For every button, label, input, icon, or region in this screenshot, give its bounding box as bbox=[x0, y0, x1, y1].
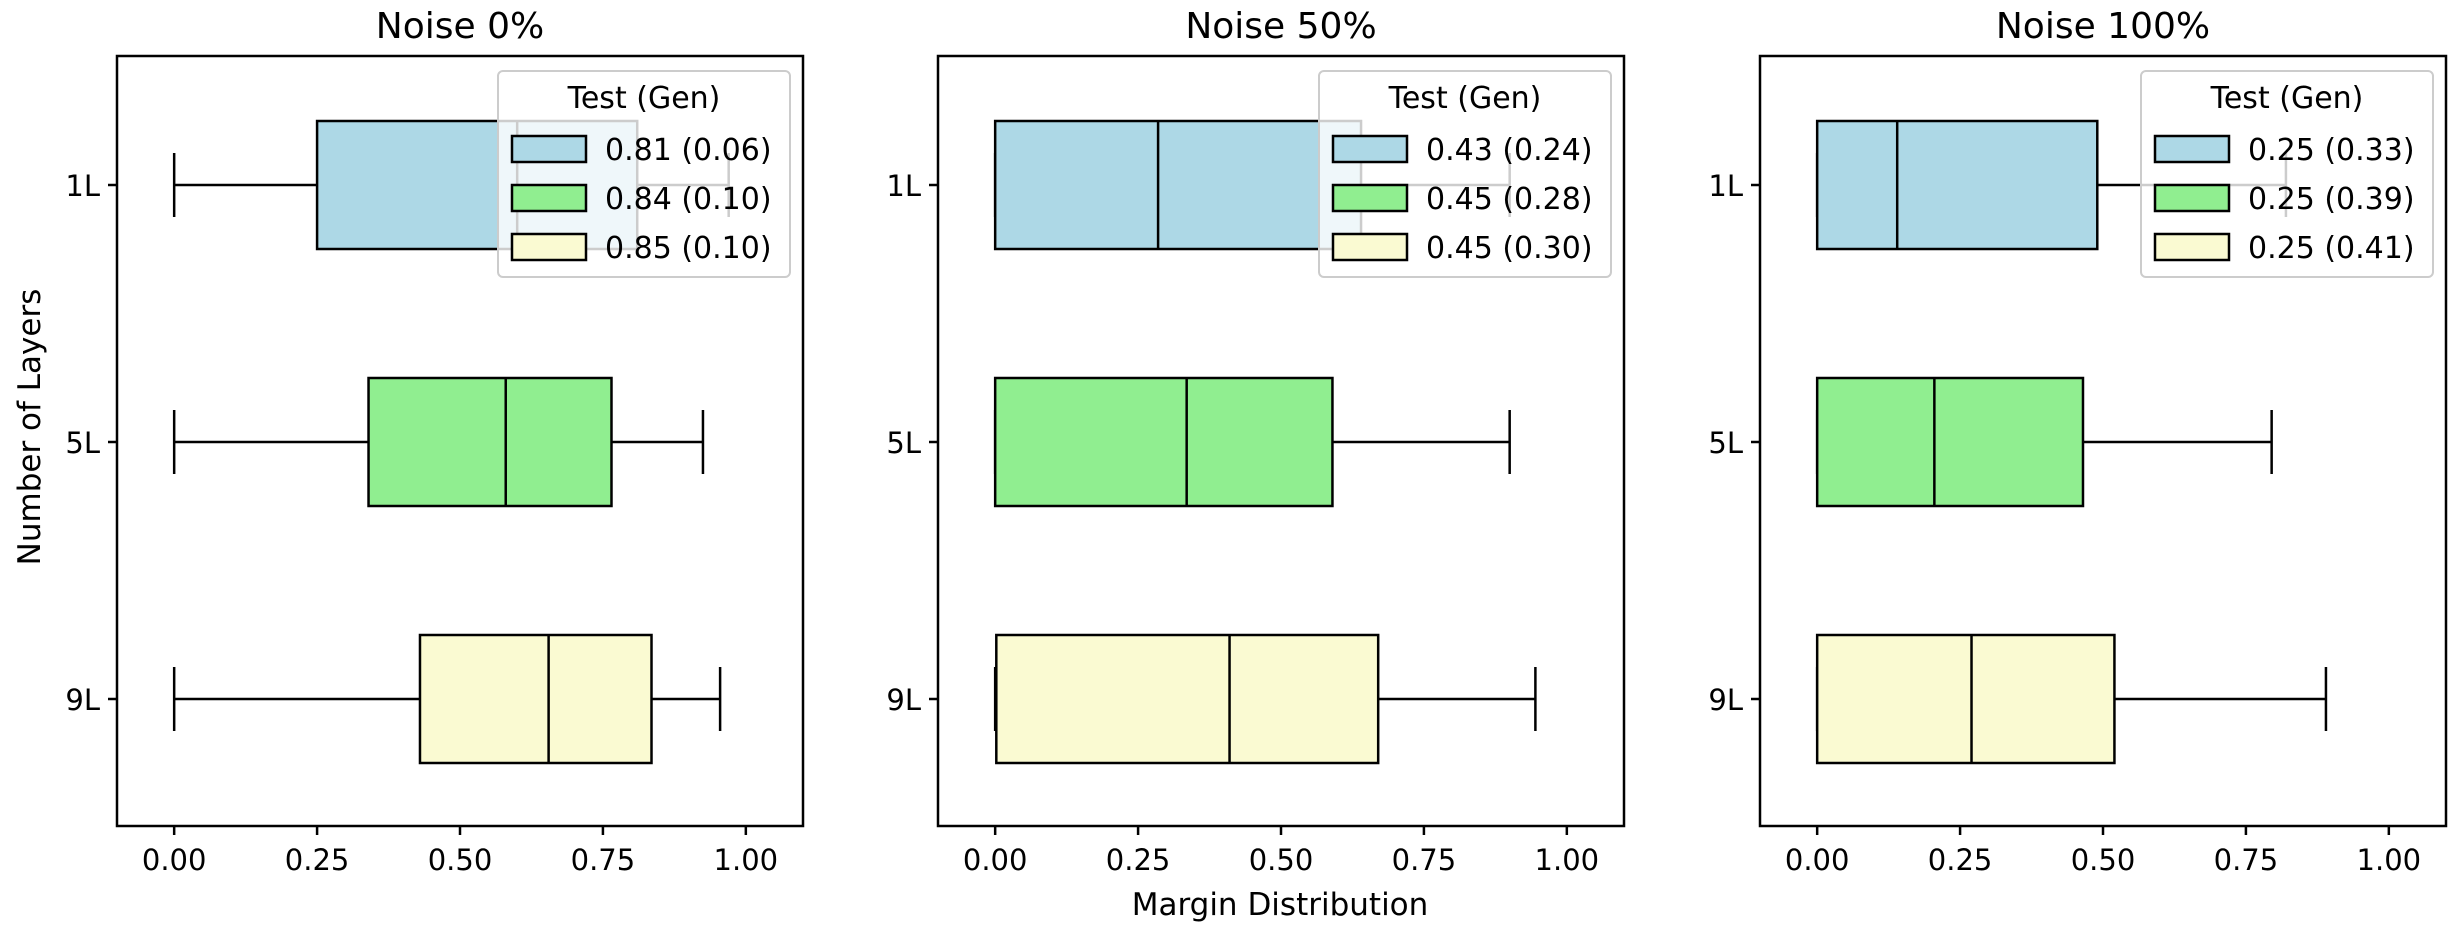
y-tick-label: 1L bbox=[886, 169, 921, 203]
y-tick-label: 5L bbox=[886, 426, 921, 460]
y-axis-label: Number of Layers bbox=[12, 289, 48, 566]
legend-swatch bbox=[2153, 183, 2231, 213]
legend-entry: 0.25 (0.41) bbox=[2248, 231, 2415, 266]
legend-entry: 0.81 (0.06) bbox=[605, 133, 772, 168]
y-tick-label: 5L bbox=[65, 426, 100, 460]
legend-swatch bbox=[1331, 134, 1409, 164]
chart-panel-2: Noise 50% 0.00 0.25 0.50 0.75 1.00 1L 5L 9L Test … bbox=[886, 6, 1626, 877]
y-tick-label: 9L bbox=[1708, 683, 1743, 717]
legend-entry: 0.45 (0.30) bbox=[1426, 231, 1593, 266]
legend: Test (Gen) 0.43 (0.24) 0.45 (0.28) 0.45 (0.… bbox=[1318, 70, 1612, 278]
legend-title: Test (Gen) bbox=[2210, 81, 2364, 116]
legend: Test (Gen) 0.81 (0.06) 0.84 (0.10) 0.85 (0.… bbox=[497, 70, 791, 278]
box-body bbox=[1815, 119, 2099, 251]
box-body bbox=[1815, 633, 2116, 765]
legend: Test (Gen) 0.25 (0.33) 0.25 (0.39) 0.25 (0.… bbox=[2140, 70, 2434, 278]
legend-swatch bbox=[510, 183, 588, 213]
chart-panel-3: Noise 100% 0.00 0.25 0.50 0.75 1.00 1L 5L 9L Test… bbox=[1708, 6, 2448, 877]
legend-entry: 0.25 (0.33) bbox=[2248, 133, 2415, 168]
x-tick-label: 0.50 bbox=[2071, 843, 2136, 877]
legend-entry: 0.45 (0.28) bbox=[1426, 182, 1593, 217]
legend-swatch bbox=[1331, 232, 1409, 262]
y-tick-label: 1L bbox=[1708, 169, 1743, 203]
x-axis-label: Margin Distribution bbox=[1132, 887, 1429, 923]
box-9L bbox=[993, 633, 1537, 765]
box-body bbox=[995, 633, 1380, 765]
box-body bbox=[367, 376, 613, 508]
legend-entry: 0.25 (0.39) bbox=[2248, 182, 2415, 217]
box-5L bbox=[1815, 376, 2273, 508]
box-body bbox=[993, 119, 1363, 251]
legend-swatch bbox=[1331, 183, 1409, 213]
y-tick-label: 5L bbox=[1708, 426, 1743, 460]
y-tick-label: 9L bbox=[886, 683, 921, 717]
x-tick-label: 0.25 bbox=[285, 843, 350, 877]
legend-title: Test (Gen) bbox=[567, 81, 721, 116]
x-tick-label: 0.75 bbox=[571, 843, 636, 877]
chart-panel-1: Noise 0% 0.00 0.25 0.50 0.75 1.00 1L 5L 9L Test (… bbox=[65, 6, 805, 877]
chart-title: Noise 0% bbox=[376, 6, 544, 47]
panels: Noise 0% 0.00 0.25 0.50 0.75 1.00 1L 5L 9L Test (… bbox=[65, 6, 2448, 877]
x-tick-label: 0.75 bbox=[2214, 843, 2279, 877]
x-tick-label: 0.50 bbox=[428, 843, 493, 877]
chart-title: Noise 100% bbox=[1996, 6, 2210, 47]
box-1L bbox=[993, 119, 1511, 251]
box-body bbox=[418, 633, 653, 765]
legend-swatch bbox=[2153, 134, 2231, 164]
x-tick-label: 0.75 bbox=[1392, 843, 1457, 877]
x-tick-label: 1.00 bbox=[714, 843, 779, 877]
legend-swatch bbox=[2153, 232, 2231, 262]
x-tick-label: 0.00 bbox=[963, 843, 1028, 877]
x-tick-label: 0.25 bbox=[1106, 843, 1171, 877]
legend-entry: 0.85 (0.10) bbox=[605, 231, 772, 266]
legend-swatch bbox=[510, 134, 588, 164]
x-tick-label: 0.50 bbox=[1249, 843, 1314, 877]
legend-entry: 0.84 (0.10) bbox=[605, 182, 772, 217]
legend-frame bbox=[1318, 70, 1612, 278]
box-5L bbox=[993, 376, 1511, 508]
box-9L bbox=[172, 633, 722, 765]
legend-title: Test (Gen) bbox=[1388, 81, 1542, 116]
legend-swatch bbox=[510, 232, 588, 262]
x-tick-label: 0.00 bbox=[142, 843, 207, 877]
box-9L bbox=[1815, 633, 2328, 765]
x-tick-label: 1.00 bbox=[2357, 843, 2422, 877]
y-tick-label: 1L bbox=[65, 169, 100, 203]
x-tick-label: 0.25 bbox=[1928, 843, 1993, 877]
box-5L bbox=[172, 376, 705, 508]
x-tick-label: 0.00 bbox=[1785, 843, 1850, 877]
legend-frame bbox=[2140, 70, 2434, 278]
legend-entry: 0.43 (0.24) bbox=[1426, 133, 1593, 168]
y-tick-label: 9L bbox=[65, 683, 100, 717]
x-tick-label: 1.00 bbox=[1535, 843, 1600, 877]
box-1L bbox=[1815, 119, 2288, 251]
box-body bbox=[993, 376, 1334, 508]
box-body bbox=[1815, 376, 2085, 508]
chart-title: Noise 50% bbox=[1185, 6, 1376, 47]
legend-frame bbox=[497, 70, 791, 278]
